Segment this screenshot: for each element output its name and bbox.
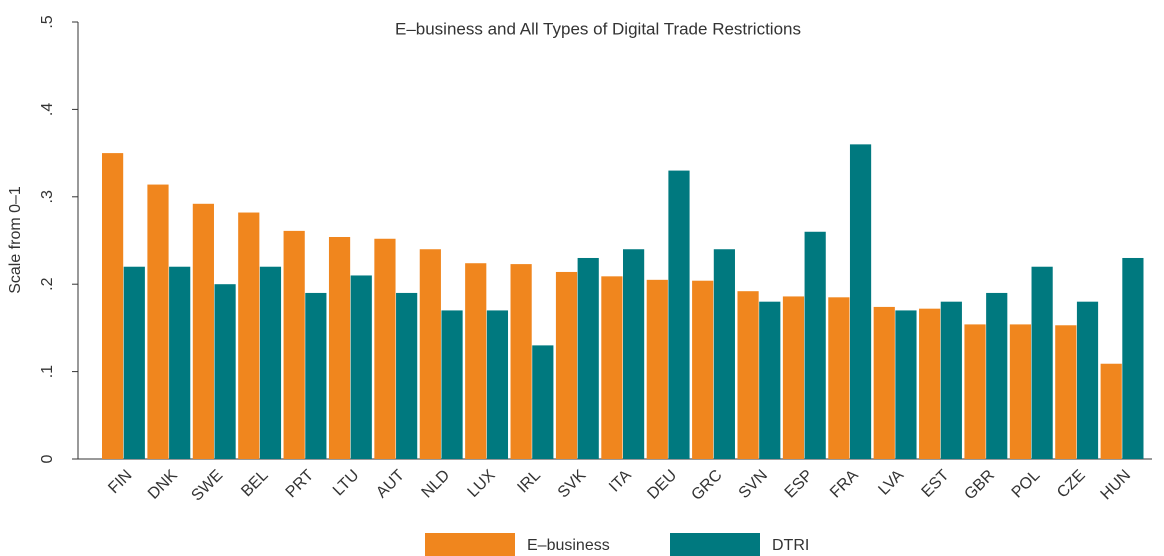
x-tick-label: ESP — [782, 467, 817, 502]
bar — [668, 170, 690, 459]
x-tick-label: HUN — [1098, 467, 1135, 504]
bar — [396, 292, 418, 459]
bar — [214, 284, 236, 459]
x-tick-label: DEU — [644, 467, 680, 503]
legend-label: DTRI — [772, 537, 809, 554]
bar — [828, 297, 850, 459]
bar — [350, 275, 372, 459]
x-tick-label: SWE — [188, 467, 226, 505]
bar — [737, 291, 759, 459]
x-tick-label: SVK — [555, 467, 590, 502]
bar — [1055, 325, 1077, 459]
bar — [123, 266, 145, 459]
legend-swatch — [425, 533, 515, 556]
bar — [283, 230, 305, 459]
x-tick-label: NLD — [419, 467, 454, 502]
x-tick-label: LUX — [465, 467, 499, 501]
chart-title: E–business and All Types of Digital Trad… — [395, 19, 801, 38]
bar — [305, 292, 327, 459]
legend-label: E–business — [527, 537, 610, 554]
bar — [577, 257, 599, 459]
bar — [964, 324, 986, 459]
y-tick-label: 0 — [39, 454, 56, 463]
bar — [804, 231, 826, 459]
y-tick-label: .1 — [39, 365, 56, 378]
y-tick-label: .5 — [39, 15, 56, 28]
x-tick-label: LTU — [330, 467, 363, 500]
y-tick-label: .4 — [39, 103, 56, 116]
bar — [759, 301, 781, 459]
x-tick-label: SVN — [736, 467, 771, 502]
bar — [601, 276, 623, 459]
legend-swatch — [670, 533, 760, 556]
bar — [1100, 363, 1122, 459]
x-tick-label: IRL — [514, 467, 544, 497]
bar — [940, 301, 962, 459]
bar — [147, 184, 169, 459]
y-tick-label: .3 — [39, 190, 56, 203]
x-tick-label: CZE — [1054, 467, 1089, 502]
x-tick-label: PRT — [283, 467, 318, 502]
bar — [782, 296, 805, 459]
bar — [692, 280, 714, 459]
bar — [1031, 266, 1053, 459]
bar — [919, 308, 941, 459]
x-tick-label: FIN — [105, 467, 135, 497]
x-tick-label: GBR — [961, 467, 998, 504]
bar — [646, 279, 668, 459]
x-tick-label: EST — [919, 467, 953, 501]
x-tick-label: LVA — [875, 467, 907, 499]
x-tick-label: GRC — [688, 467, 725, 504]
bar — [1122, 257, 1144, 459]
bar — [102, 153, 124, 459]
bar — [849, 144, 872, 460]
bar — [532, 345, 554, 459]
bar — [486, 310, 509, 459]
bar — [1009, 324, 1032, 459]
bar — [713, 249, 735, 459]
bar — [986, 292, 1008, 459]
x-tick-label: DNK — [145, 467, 181, 503]
bar — [895, 310, 917, 459]
x-tick-label: FRA — [827, 467, 862, 502]
y-axis-label: Scale from 0–1 — [7, 186, 24, 294]
bar — [623, 249, 645, 459]
bar — [419, 249, 441, 459]
y-tick-label: .2 — [39, 277, 56, 290]
x-tick-label: ITA — [606, 467, 635, 496]
bar — [259, 266, 282, 459]
bar — [192, 203, 214, 459]
bar — [374, 238, 396, 459]
x-tick-label: BEL — [238, 467, 271, 500]
x-tick-label: AUT — [373, 467, 408, 502]
bar — [238, 212, 260, 459]
bar — [328, 237, 351, 459]
bar — [873, 306, 895, 459]
bar — [465, 263, 487, 459]
bar — [555, 271, 578, 459]
bar — [169, 266, 191, 459]
bar — [1076, 301, 1099, 459]
bar — [510, 264, 532, 459]
x-tick-label: POL — [1009, 467, 1044, 502]
bar — [441, 310, 463, 459]
